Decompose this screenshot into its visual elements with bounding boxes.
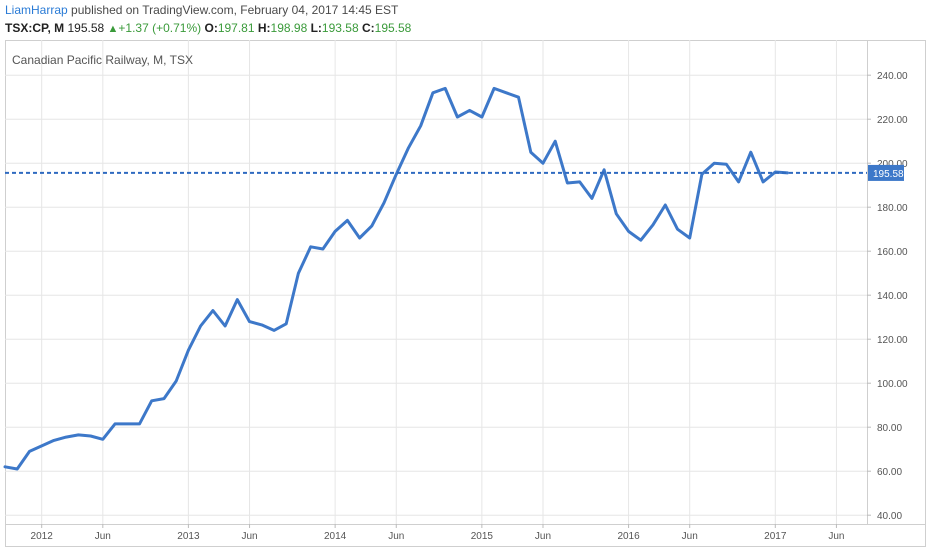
symbol-interval: TSX:CP, M bbox=[5, 21, 65, 35]
price-change: +1.37 (+0.71%) bbox=[118, 21, 202, 35]
y-tick-label: 240.00 bbox=[877, 71, 908, 82]
current-price-tag bbox=[868, 164, 904, 181]
chart-header: LiamHarrap published on TradingView.com,… bbox=[0, 0, 932, 40]
low-label: L: bbox=[310, 21, 322, 35]
y-tick-label: 120.00 bbox=[877, 335, 908, 346]
x-tick-label: 2016 bbox=[617, 531, 640, 542]
y-tick-label: 180.00 bbox=[877, 203, 908, 214]
x-tick-label: Jun bbox=[241, 531, 257, 542]
x-tick-label: Jun bbox=[388, 531, 404, 542]
x-tick-label: 2014 bbox=[324, 531, 347, 542]
x-tick-label: Jun bbox=[682, 531, 698, 542]
x-tick-label: Jun bbox=[95, 531, 111, 542]
x-tick-label: 2012 bbox=[31, 531, 54, 542]
author-link[interactable]: LiamHarrap bbox=[5, 3, 68, 17]
chart-frame bbox=[5, 40, 926, 547]
last-price: 195.58 bbox=[67, 21, 105, 35]
open-label: O: bbox=[204, 21, 218, 35]
y-tick-label: 40.00 bbox=[877, 511, 902, 522]
low-value: 193.58 bbox=[321, 21, 359, 35]
y-tick-label: 100.00 bbox=[877, 379, 908, 390]
current-price-label: 195.58 bbox=[873, 169, 904, 180]
y-tick-label: 60.00 bbox=[877, 467, 902, 478]
x-tick-label: Jun bbox=[535, 531, 551, 542]
y-tick-label: 200.00 bbox=[877, 159, 908, 170]
y-tick-label: 140.00 bbox=[877, 291, 908, 302]
y-tick-label: 80.00 bbox=[877, 423, 902, 434]
published-text: published on TradingView.com, February 0… bbox=[71, 3, 399, 17]
ohlc-bar: TSX:CP, M 195.58 ▲+1.37 (+0.71%) O:197.8… bbox=[5, 21, 411, 35]
grid bbox=[5, 40, 867, 524]
publish-info: LiamHarrap published on TradingView.com,… bbox=[5, 3, 398, 17]
close-value: 195.58 bbox=[374, 21, 412, 35]
x-tick-label: 2015 bbox=[471, 531, 494, 542]
up-arrow-icon: ▲ bbox=[107, 23, 119, 35]
time-axis[interactable]: 2012 Jun 2013 Jun 2014 Jun 2015 Jun 2016 Jun 2017 J… bbox=[31, 524, 845, 542]
x-tick-label: 2013 bbox=[177, 531, 200, 542]
x-tick-label: Jun bbox=[828, 531, 844, 542]
price-chart[interactable]: 40.00 60.00 80.00 100.00 120.00 140.00 160.00 1… bbox=[0, 40, 932, 550]
x-tick-label: 2017 bbox=[764, 531, 787, 542]
close-label: C: bbox=[361, 21, 375, 35]
high-value: 198.98 bbox=[270, 21, 308, 35]
series-line bbox=[3, 86, 789, 471]
y-tick-label: 160.00 bbox=[877, 247, 908, 258]
series-layer bbox=[3, 86, 789, 471]
y-tick-label: 220.00 bbox=[877, 115, 908, 126]
open-value: 197.81 bbox=[217, 21, 255, 35]
high-label: H: bbox=[257, 21, 271, 35]
chart-title: Canadian Pacific Railway, M, TSX bbox=[12, 53, 193, 67]
price-axis[interactable]: 40.00 60.00 80.00 100.00 120.00 140.00 160.00 1… bbox=[867, 71, 908, 522]
current-price-line: 195.58 bbox=[5, 164, 904, 181]
